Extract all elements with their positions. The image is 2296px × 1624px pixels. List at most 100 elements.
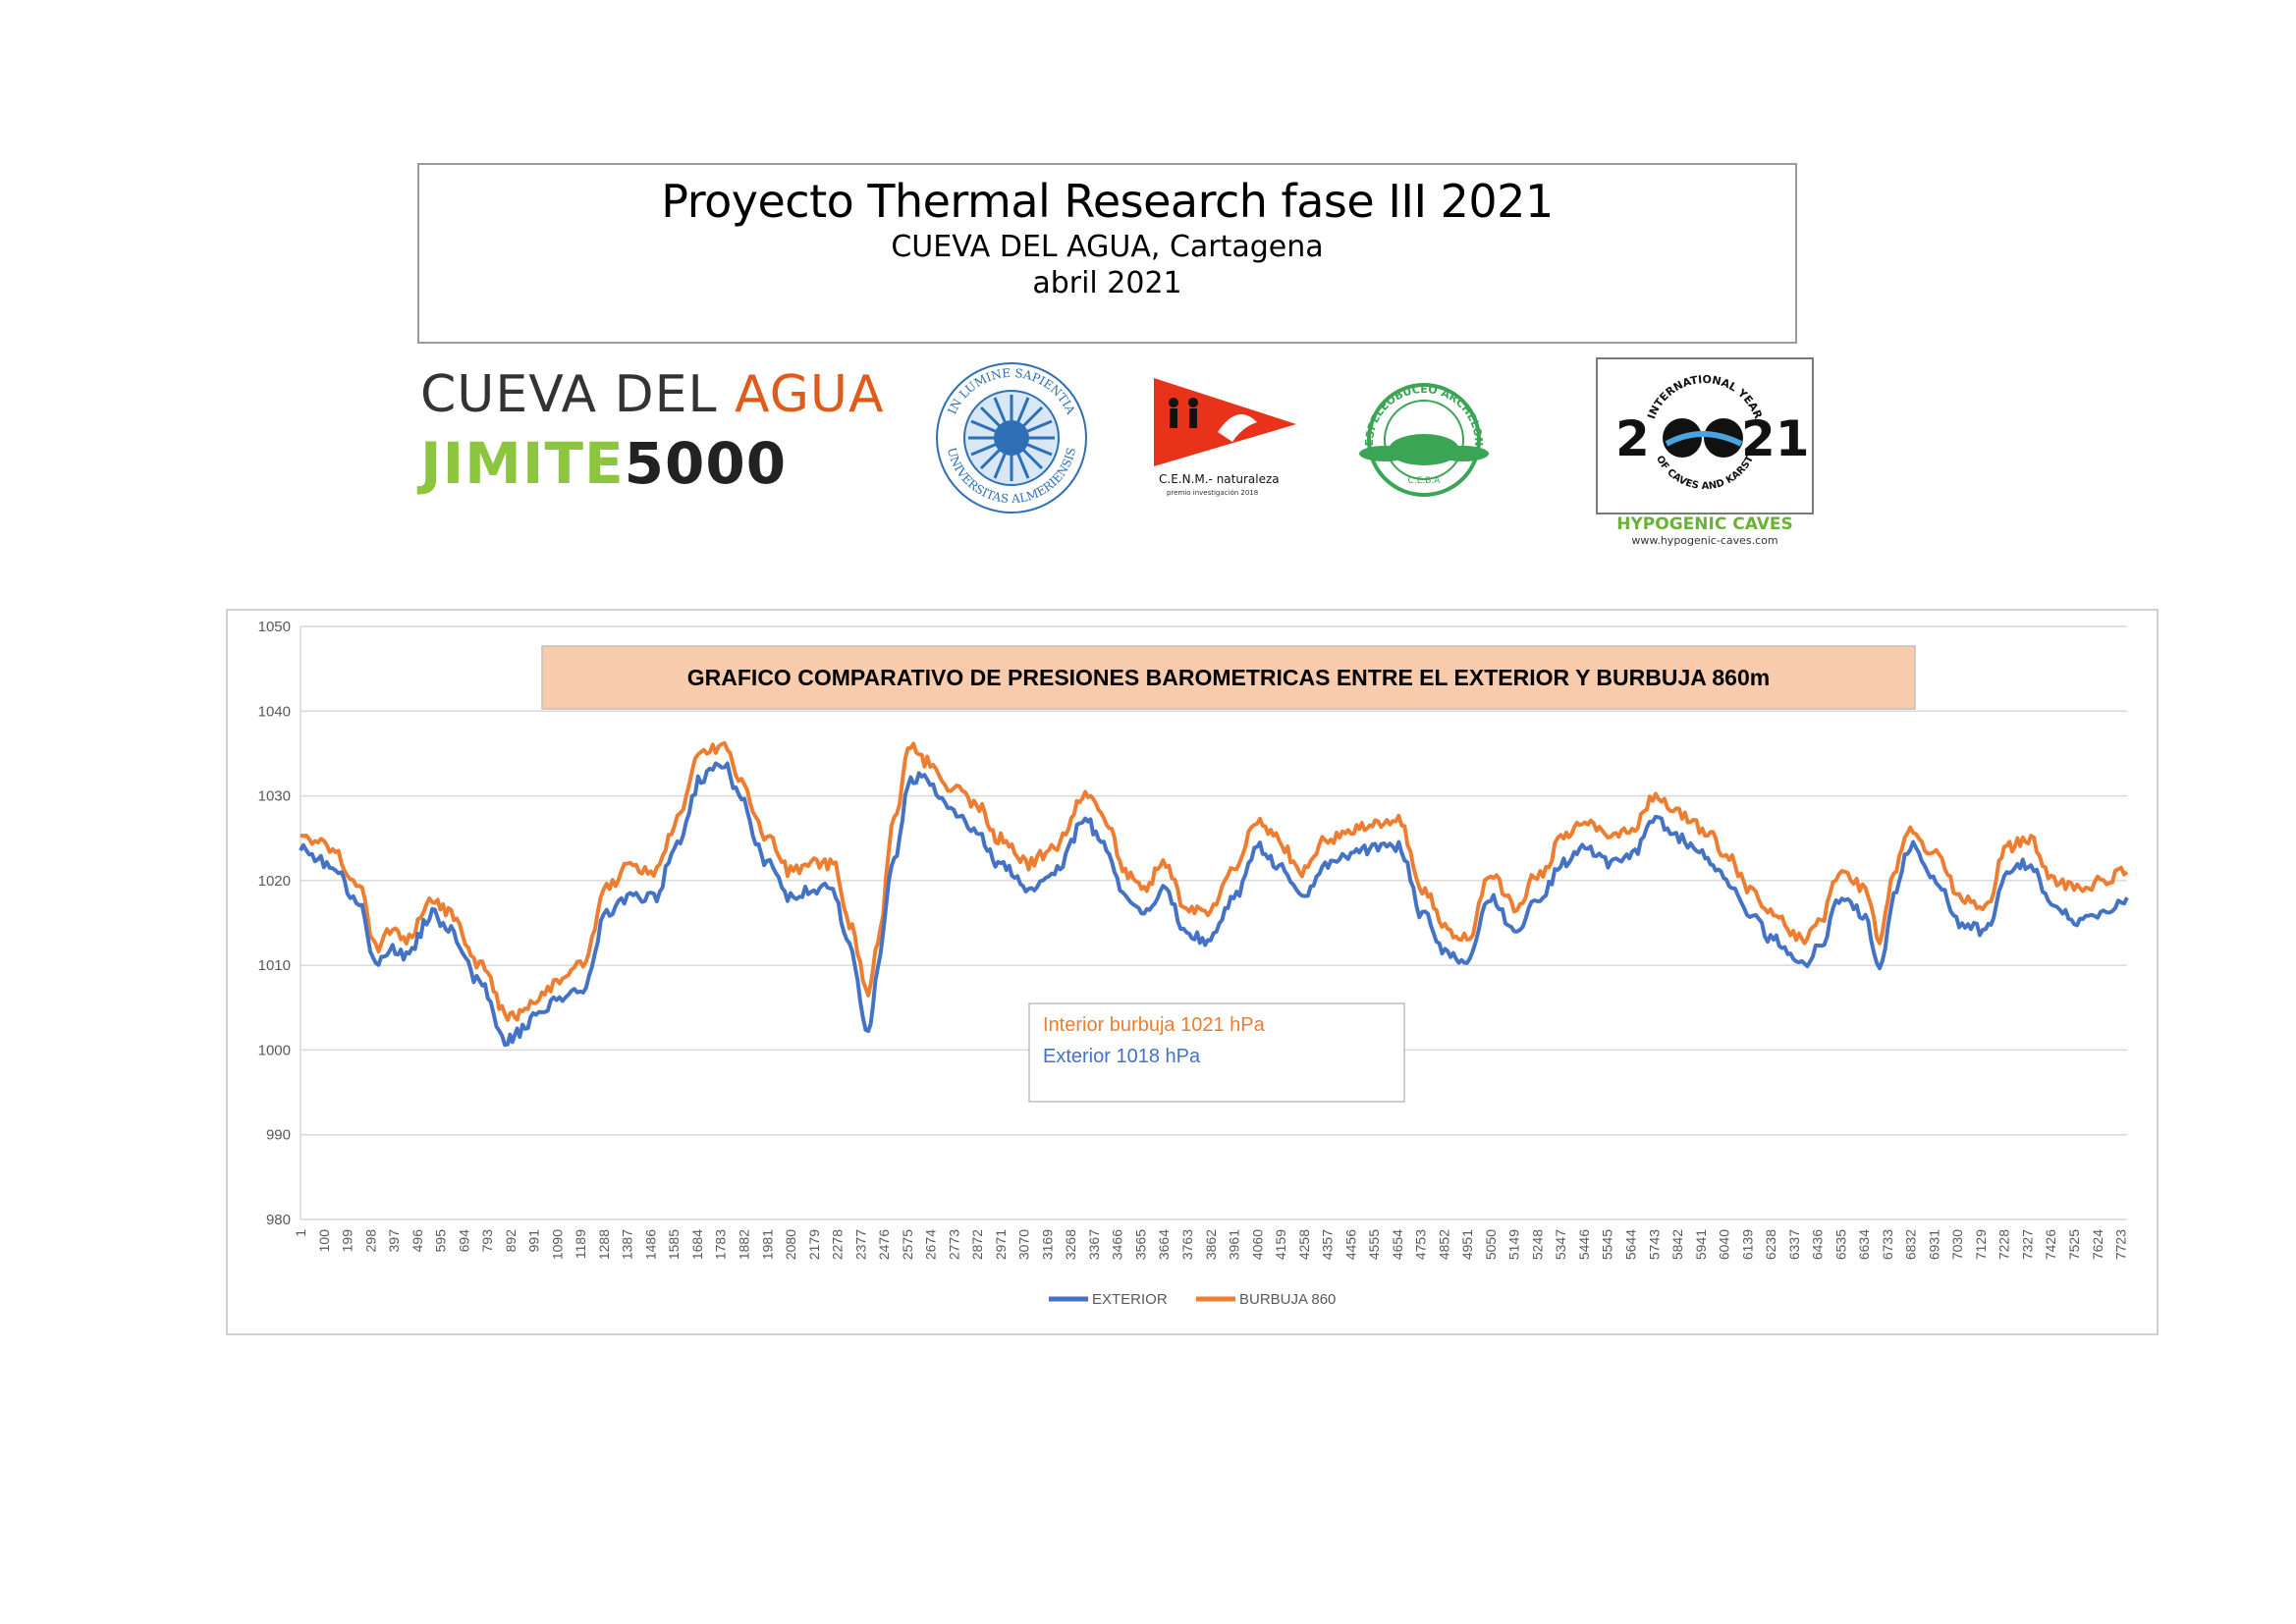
x-tick-label: 3565 xyxy=(1132,1229,1148,1260)
series-line-burbuja xyxy=(300,740,2129,1022)
x-tick-label: 1783 xyxy=(713,1229,729,1260)
x-tick-label: 595 xyxy=(433,1229,449,1253)
x-tick-label: 3466 xyxy=(1110,1229,1125,1260)
x-tick-label: 2575 xyxy=(900,1229,915,1260)
x-tick-label: 1882 xyxy=(736,1229,751,1260)
x-tick-label: 7129 xyxy=(1973,1229,1989,1260)
x-tick-label: 3664 xyxy=(1156,1229,1172,1260)
y-tick-label: 1030 xyxy=(258,788,291,805)
x-tick-label: 4159 xyxy=(1273,1229,1288,1260)
pressure-line-chart: 980 990 1000 1010 1020 1030 1040 1050 1 100 199 29… xyxy=(258,619,2129,1308)
x-tick-label: 6832 xyxy=(1903,1229,1919,1260)
x-tick-label: 1387 xyxy=(620,1229,635,1260)
svg-text:C.E.B.A: C.E.B.A xyxy=(1408,476,1442,486)
svg-text:2: 2 xyxy=(1615,410,1650,467)
x-tick-label: 5446 xyxy=(1576,1229,1592,1260)
x-tick-label: 100 xyxy=(316,1229,332,1253)
x-tick-label: 6931 xyxy=(1926,1229,1941,1260)
x-tick-label: 2773 xyxy=(946,1229,961,1260)
x-tick-label: 7327 xyxy=(2019,1229,2035,1260)
x-tick-label: 496 xyxy=(410,1229,425,1253)
page-date: abril 2021 xyxy=(1032,266,1182,300)
x-tick-label: 5248 xyxy=(1529,1229,1545,1260)
x-tick-label: 4555 xyxy=(1366,1229,1382,1260)
x-tick-label: 7030 xyxy=(1949,1229,1965,1260)
hypogenic-caves-url: www.hypogenic-caves.com xyxy=(1631,534,1778,547)
x-tick-label: 1189 xyxy=(573,1229,588,1259)
x-tick-label: 1684 xyxy=(689,1229,705,1260)
cueva-del-agua-logo: CUEVA DEL AGUA JIMITE5000 xyxy=(420,365,884,503)
x-tick-label: 2872 xyxy=(969,1229,985,1260)
x-tick-label: 4456 xyxy=(1342,1229,1358,1260)
x-tick-label: 5347 xyxy=(1553,1229,1568,1260)
x-tick-label: 892 xyxy=(503,1229,519,1253)
x-tick-label: 5842 xyxy=(1669,1229,1685,1260)
x-tick-label: 397 xyxy=(386,1229,402,1253)
x-tick-label: 991 xyxy=(526,1229,542,1253)
chart-title-box xyxy=(541,645,1916,710)
legend-label-exterior: EXTERIOR xyxy=(1092,1291,1168,1308)
x-tick-label: 1486 xyxy=(642,1229,658,1260)
x-tick-label: 5941 xyxy=(1693,1229,1709,1260)
x-tick-label: 2674 xyxy=(923,1229,939,1260)
university-seal-logo: IN LUMINE SAPIENTIA UNIVERSITAS ALMERIEN… xyxy=(933,359,1090,516)
cueva-logo-line2: JIMITE xyxy=(420,430,625,497)
x-tick-label: 7723 xyxy=(2113,1229,2129,1260)
y-tick-label: 1040 xyxy=(258,703,291,720)
x-tick-label: 5743 xyxy=(1646,1229,1662,1260)
chart-legend: EXTERIOR BURBUJA 860 xyxy=(1049,1291,1336,1308)
x-tick-label: 7426 xyxy=(2043,1229,2058,1260)
x-tick-label: 7228 xyxy=(1996,1229,2012,1260)
cueva-logo-line1-accent: AGUA xyxy=(734,365,885,424)
x-tick-label: 3367 xyxy=(1086,1229,1102,1260)
x-tick-label: 5050 xyxy=(1483,1229,1499,1260)
hypogenic-caves-title: HYPOGENIC CAVES xyxy=(1616,514,1793,534)
x-tick-label: 1981 xyxy=(759,1229,775,1260)
x-tick-label: 2971 xyxy=(993,1229,1009,1260)
x-tick-label: 3862 xyxy=(1203,1229,1219,1260)
x-tick-label: 793 xyxy=(479,1229,495,1253)
x-tick-label: 6040 xyxy=(1717,1229,1732,1260)
y-tick-label: 980 xyxy=(266,1212,291,1228)
annotation-exterior: Exterior 1018 hPa xyxy=(1043,1046,1201,1067)
y-tick-label: 1000 xyxy=(258,1042,291,1058)
x-tick-label: 6238 xyxy=(1763,1229,1778,1260)
x-tick-label: 2080 xyxy=(783,1229,798,1260)
legend-label-burbuja: BURBUJA 860 xyxy=(1239,1291,1336,1308)
x-tick-label: 2278 xyxy=(830,1229,846,1260)
x-tick-label: 694 xyxy=(456,1229,471,1253)
x-tick-label: 5149 xyxy=(1506,1229,1522,1260)
archelon-logo: ESPELEOBUCEO ARCHELON C.E.B.A xyxy=(1345,375,1503,499)
header-box: Proyecto Thermal Research fase III 2021 … xyxy=(417,163,1797,344)
x-tick-label: 3268 xyxy=(1063,1229,1078,1260)
x-tick-label: 2476 xyxy=(876,1229,892,1260)
x-tick-label: 6535 xyxy=(1832,1229,1848,1260)
x-tick-label: 5545 xyxy=(1600,1229,1615,1260)
x-tick-label: 6139 xyxy=(1739,1229,1755,1260)
x-tick-label: 1288 xyxy=(596,1229,612,1260)
x-tick-label: 4258 xyxy=(1296,1229,1312,1260)
x-tick-label: 6733 xyxy=(1880,1229,1895,1260)
cenm-naturaleza-logo: C.E.N.M.- naturaleza premio investigació… xyxy=(1149,373,1306,501)
page-subtitle: CUEVA DEL AGUA, Cartagena xyxy=(891,230,1324,264)
x-tick-label: 3961 xyxy=(1227,1229,1242,1260)
x-tick-label: 5644 xyxy=(1622,1229,1638,1260)
x-tick-label: 3070 xyxy=(1016,1229,1032,1260)
x-tick-label: 6634 xyxy=(1856,1229,1872,1260)
chart-frame: 980 990 1000 1010 1020 1030 1040 1050 1 100 199 29… xyxy=(226,609,2159,1335)
x-tick-label: 7525 xyxy=(2066,1229,2082,1260)
hypogenic-caves-caption: HYPOGENIC CAVES www.hypogenic-caves.com xyxy=(1596,514,1814,547)
x-tick-label: 4357 xyxy=(1320,1229,1336,1260)
y-tick-label: 1010 xyxy=(258,957,291,974)
annotation-box xyxy=(1028,1002,1405,1103)
x-tick-label: 4951 xyxy=(1459,1229,1475,1260)
cueva-logo-line1: CUEVA DEL xyxy=(420,365,735,424)
x-tick-label: 6436 xyxy=(1810,1229,1826,1260)
svg-text:21: 21 xyxy=(1741,410,1810,467)
x-tick-label: 6337 xyxy=(1786,1229,1802,1260)
x-tick-label: 4654 xyxy=(1390,1229,1405,1260)
x-tick-label: 2179 xyxy=(806,1229,822,1260)
x-tick-label: 7624 xyxy=(2090,1229,2105,1260)
x-tick-label: 298 xyxy=(362,1229,378,1253)
y-tick-label: 1020 xyxy=(258,873,291,890)
